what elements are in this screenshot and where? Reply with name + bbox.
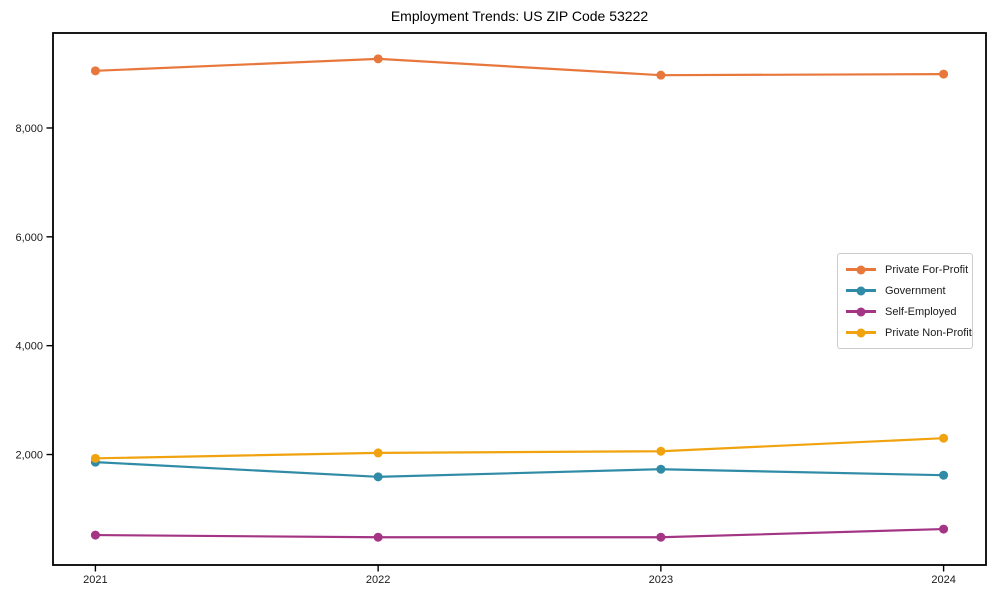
data-point-self-employed	[373, 532, 383, 542]
data-point-self-employed	[939, 524, 949, 534]
series-line-private-non-profit	[94, 437, 945, 460]
plot-border	[52, 32, 987, 566]
data-point-government	[939, 470, 949, 480]
legend-dot-icon	[856, 265, 866, 274]
legend-item-private-for-profit: Private For-Profit	[846, 259, 969, 280]
legend-label: Private Non-Profit	[885, 326, 972, 339]
legend-dot-icon	[856, 307, 866, 316]
legend-line-marker-icon	[846, 307, 876, 316]
data-point-self-employed	[656, 532, 666, 542]
legend-item-government: Government	[846, 280, 965, 301]
data-point-private-for-profit	[90, 66, 100, 76]
data-point-private-non-profit	[939, 433, 949, 443]
data-point-self-employed	[90, 530, 100, 540]
x-tick-label: 2023	[649, 574, 673, 586]
data-point-government	[373, 472, 383, 482]
series-line-private-for-profit	[94, 57, 945, 77]
data-point-private-for-profit	[939, 69, 949, 79]
y-tick-label: 6,000	[15, 232, 43, 244]
data-point-private-non-profit	[656, 446, 666, 456]
x-tick-label: 2021	[83, 574, 107, 586]
legend-item-private-non-profit: Private Non-Profit	[846, 322, 972, 343]
legend-label: Self-Employed	[885, 305, 957, 318]
x-tick-label: 2024	[931, 574, 955, 586]
series-line-self-employed	[94, 527, 945, 539]
y-tick-label: 4,000	[15, 341, 43, 353]
legend-line-marker-icon	[846, 265, 876, 274]
chart-title: Employment Trends: US ZIP Code 53222	[390, 8, 649, 24]
chart-legend: Private For-Profit Government Self-Employe…	[837, 253, 973, 349]
series-line-government	[94, 461, 945, 478]
legend-dot-icon	[856, 328, 866, 337]
legend-item-self-employed: Self-Employed	[846, 301, 965, 322]
data-point-government	[656, 464, 666, 474]
data-point-private-for-profit	[373, 54, 383, 64]
legend-dot-icon	[856, 286, 866, 295]
x-tick-label: 2022	[366, 574, 390, 586]
data-point-private-non-profit	[373, 448, 383, 458]
legend-label: Private For-Profit	[885, 263, 969, 276]
legend-label: Government	[885, 284, 946, 297]
data-point-private-non-profit	[90, 453, 100, 463]
y-tick-label: 8,000	[15, 123, 43, 135]
data-point-private-for-profit	[656, 70, 666, 80]
legend-line-marker-icon	[846, 328, 876, 337]
y-tick-label: 2,000	[15, 450, 43, 462]
legend-line-marker-icon	[846, 286, 876, 295]
